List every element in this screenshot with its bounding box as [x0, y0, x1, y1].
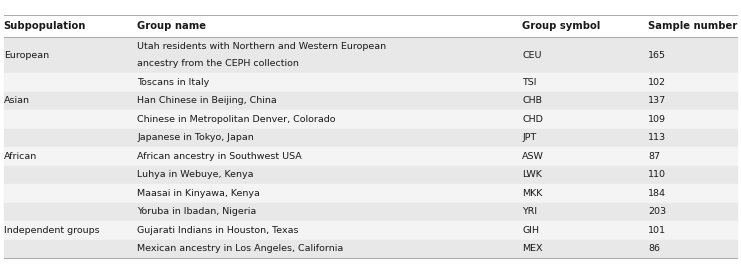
Text: CHB: CHB	[522, 96, 542, 105]
Text: Mexican ancestry in Los Angeles, California: Mexican ancestry in Los Angeles, Califor…	[137, 244, 343, 253]
Text: YRI: YRI	[522, 207, 537, 216]
Text: MKK: MKK	[522, 189, 542, 198]
Text: Chinese in Metropolitan Denver, Colorado: Chinese in Metropolitan Denver, Colorado	[137, 115, 336, 124]
Bar	[4, 240, 737, 258]
Text: Utah residents with Northern and Western European: Utah residents with Northern and Western…	[137, 42, 386, 51]
Text: 102: 102	[648, 78, 666, 87]
Text: CEU: CEU	[522, 50, 542, 59]
Text: GIH: GIH	[522, 226, 539, 235]
Text: Japanese in Tokyo, Japan: Japanese in Tokyo, Japan	[137, 133, 254, 142]
Bar	[4, 184, 737, 203]
Text: Group symbol: Group symbol	[522, 21, 601, 31]
Bar	[4, 221, 737, 240]
Text: Gujarati Indians in Houston, Texas: Gujarati Indians in Houston, Texas	[137, 226, 299, 235]
Text: 86: 86	[648, 244, 660, 253]
Bar	[4, 166, 737, 184]
Bar	[4, 128, 737, 147]
Text: JPT: JPT	[522, 133, 536, 142]
Text: 137: 137	[648, 96, 666, 105]
Text: Yoruba in Ibadan, Nigeria: Yoruba in Ibadan, Nigeria	[137, 207, 256, 216]
Text: Luhya in Webuye, Kenya: Luhya in Webuye, Kenya	[137, 170, 253, 179]
Bar	[4, 203, 737, 221]
Text: 113: 113	[648, 133, 666, 142]
Text: African: African	[4, 152, 37, 161]
Text: Maasai in Kinyawa, Kenya: Maasai in Kinyawa, Kenya	[137, 189, 260, 198]
Text: Subpopulation: Subpopulation	[4, 21, 86, 31]
Text: Asian: Asian	[4, 96, 30, 105]
Text: 87: 87	[648, 152, 660, 161]
Bar	[4, 110, 737, 128]
Text: MEX: MEX	[522, 244, 543, 253]
Text: Sample number (n): Sample number (n)	[648, 21, 741, 31]
Text: 165: 165	[648, 50, 666, 59]
Bar	[4, 73, 737, 91]
Text: TSI: TSI	[522, 78, 537, 87]
Bar	[4, 91, 737, 110]
Text: Independent groups: Independent groups	[4, 226, 99, 235]
Text: 110: 110	[648, 170, 666, 179]
Text: ancestry from the CEPH collection: ancestry from the CEPH collection	[137, 59, 299, 68]
Text: 184: 184	[648, 189, 666, 198]
Text: African ancestry in Southwest USA: African ancestry in Southwest USA	[137, 152, 302, 161]
Bar	[4, 37, 737, 73]
Text: Toscans in Italy: Toscans in Italy	[137, 78, 210, 87]
Text: ASW: ASW	[522, 152, 545, 161]
Text: Group name: Group name	[137, 21, 206, 31]
Text: 109: 109	[648, 115, 666, 124]
Text: LWK: LWK	[522, 170, 542, 179]
Text: European: European	[4, 50, 49, 59]
Text: 203: 203	[648, 207, 666, 216]
Text: CHD: CHD	[522, 115, 543, 124]
Text: 101: 101	[648, 226, 666, 235]
Bar	[4, 147, 737, 166]
Text: Han Chinese in Beijing, China: Han Chinese in Beijing, China	[137, 96, 277, 105]
Bar	[4, 15, 737, 37]
